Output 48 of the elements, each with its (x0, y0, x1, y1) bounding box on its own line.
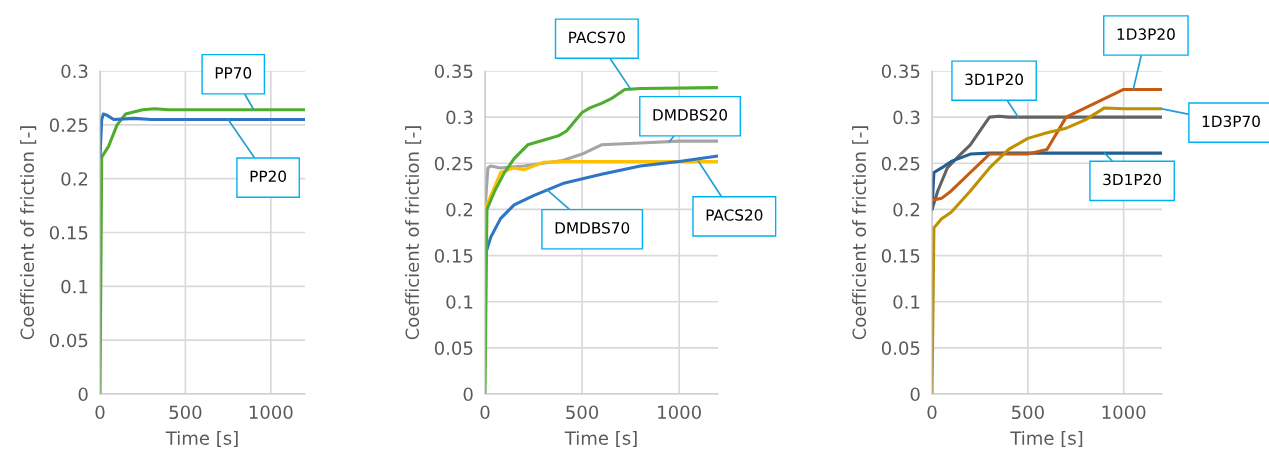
y-tick-label: 0.25 (49, 118, 88, 132)
text: PACS70 (569, 31, 625, 44)
y-tick-label: 0.35 (434, 64, 473, 79)
x-tick-label: 500 (1012, 405, 1044, 420)
y-tick-label: 0.05 (881, 341, 920, 355)
x-axis-title: Time [s] (165, 430, 238, 448)
x-axis-title: Time [s] (1010, 430, 1083, 448)
y-tick-label: 0.1 (61, 279, 88, 294)
text: PP20 (250, 170, 287, 183)
y-tick-label: 0.05 (434, 341, 473, 355)
x-tick-label: 0 (480, 405, 490, 420)
x-tick-label: 0 (95, 405, 105, 420)
text: 3D1P20 (965, 73, 1024, 86)
y-tick-label: 0.2 (61, 172, 88, 186)
y-tick-label: 0.3 (61, 64, 88, 79)
y-tick-label: 0.25 (434, 156, 473, 171)
y-tick-label: 0.2 (446, 202, 473, 217)
y-axis-title: Coefficient of friction [-] (852, 126, 869, 340)
y-tick-label: 0.1 (446, 295, 473, 309)
text: 1D3P20 (1117, 28, 1175, 40)
y-tick-label: 0.05 (49, 333, 88, 348)
y-tick-label: 0.35 (881, 64, 920, 79)
y-axis-title: Coefficient of friction [-] (20, 126, 37, 340)
y-tick-label: 0.15 (49, 225, 88, 240)
y-axis-title: Coefficient of friction [-] (405, 126, 422, 340)
series-label: DMDBS20 (653, 109, 728, 121)
series-label: 3D1P20 (1103, 173, 1162, 186)
y-tick-label: 0 (78, 387, 88, 402)
x-tick-label: 500 (566, 405, 599, 420)
y-tick-label: 0 (463, 387, 473, 402)
y-tick-label: 0 (910, 387, 920, 402)
text: DMDBS70 (555, 222, 630, 234)
y-tick-label: 0.1 (893, 295, 920, 309)
x-tick-label: 1000 (658, 405, 701, 420)
y-tick-label: 0.2 (893, 202, 920, 217)
text: PACS20 (706, 209, 763, 221)
x-tick-label: 1000 (249, 405, 293, 420)
x-tick-label: 0 (927, 405, 937, 420)
x-axis-title: Time [s] (564, 430, 637, 448)
text: PP70 (215, 67, 252, 79)
x-tick-label: 500 (169, 405, 202, 420)
y-tick-label: 0.25 (881, 156, 920, 171)
y-tick-label: 0.3 (446, 110, 473, 125)
y-tick-label: 0.3 (893, 110, 920, 125)
y-tick-label: 0.15 (881, 249, 920, 263)
text: 1D3P70 (1202, 115, 1260, 128)
y-tick-label: 0.15 (434, 249, 473, 263)
x-tick-label: 1000 (1102, 405, 1146, 420)
